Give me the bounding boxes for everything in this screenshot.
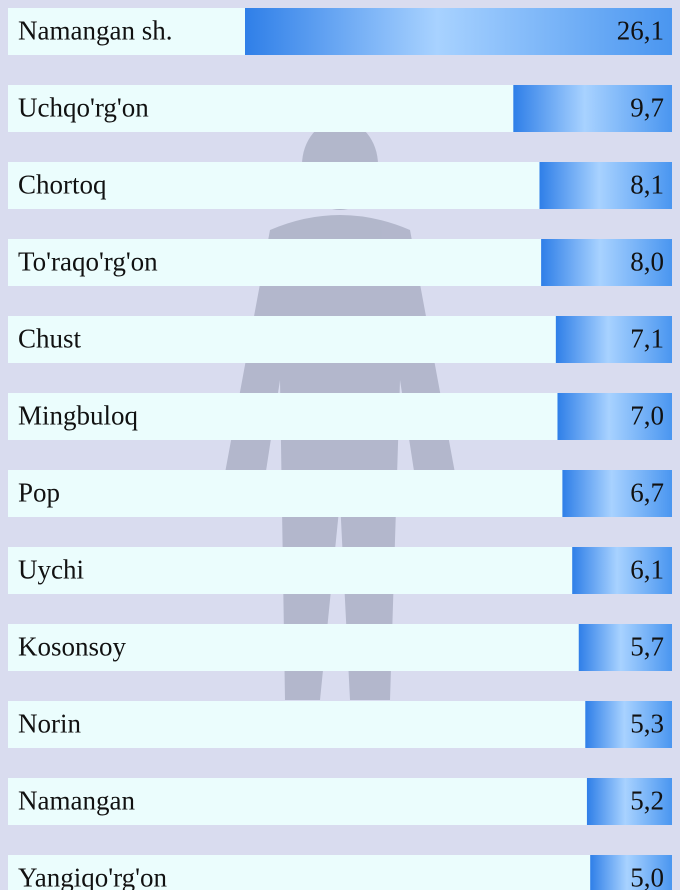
value-label: 5,0 [630, 863, 664, 890]
value-label: 5,7 [630, 632, 664, 662]
bar [539, 162, 672, 209]
category-label: Uychi [18, 555, 84, 585]
value-label: 5,3 [630, 709, 664, 739]
category-label: Kosonsoy [18, 632, 127, 662]
category-label: Chust [18, 324, 82, 354]
category-label: Pop [18, 478, 60, 508]
category-label: Namangan sh. [18, 16, 172, 46]
row-background [8, 855, 672, 890]
category-label: Yangiqo'rg'on [18, 863, 168, 890]
value-label: 5,2 [630, 786, 664, 816]
category-label: To'raqo'rg'on [18, 247, 158, 277]
value-label: 9,7 [630, 93, 664, 123]
value-label: 7,1 [630, 324, 664, 354]
row-background [8, 470, 672, 517]
bar [572, 547, 672, 594]
row-background [8, 624, 672, 671]
category-label: Chortoq [18, 170, 107, 200]
value-label: 7,0 [630, 401, 664, 431]
bar [585, 701, 672, 748]
category-label: Norin [18, 709, 81, 739]
bar [513, 85, 672, 132]
category-label: Namangan [18, 786, 135, 816]
bar [586, 778, 672, 825]
bar [590, 855, 672, 890]
bar [562, 470, 672, 517]
bar [578, 624, 672, 671]
row-background [8, 547, 672, 594]
row-background [8, 778, 672, 825]
bar [557, 393, 672, 440]
category-label: Mingbuloq [18, 401, 139, 431]
row-background [8, 701, 672, 748]
bar [555, 316, 672, 363]
value-label: 8,1 [630, 170, 664, 200]
bar [245, 8, 672, 55]
category-label: Uchqo'rg'on [18, 93, 149, 123]
value-label: 6,1 [630, 555, 664, 585]
bar [541, 239, 672, 286]
value-label: 6,7 [630, 478, 664, 508]
value-label: 8,0 [630, 247, 664, 277]
value-label: 26,1 [617, 16, 664, 46]
